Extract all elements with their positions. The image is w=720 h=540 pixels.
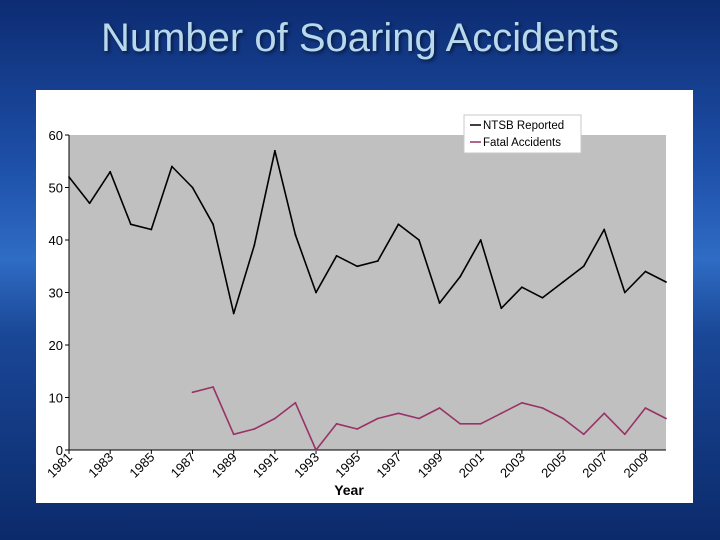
data-point-ntsb-reported [294,233,297,236]
x-tick-label: 2003 [497,450,528,481]
data-point-fatal-accidents [212,386,215,388]
y-tick-label: 0 [56,443,63,458]
data-point-ntsb-reported [623,291,626,294]
x-tick-label: 1989 [209,450,240,481]
series-line-fatal-accidents [192,386,667,451]
data-point-fatal-accidents [273,417,276,420]
data-point-fatal-accidents [562,417,564,420]
chart-panel: 0 10 20 30 40 50 60 1981 1983 1985 1987 1989 1991 19… [36,90,693,503]
data-point-ntsb-reported [335,254,338,257]
data-point-ntsb-reported [232,312,235,315]
data-point-fatal-accidents [418,417,420,420]
data-point-ntsb-reported [129,223,132,226]
x-tick-label: 2007 [579,450,610,481]
data-point-ntsb-reported [88,202,91,205]
data-point-ntsb-reported [109,170,112,173]
data-point-fatal-accidents [623,433,626,436]
series-line-ntsb-reported [68,149,667,315]
data-point-fatal-accidents [191,391,194,394]
x-tick-label: 1981 [44,450,75,481]
data-point-fatal-accidents [459,422,462,425]
x-tick-label: 1987 [168,450,199,481]
data-point-ntsb-reported [644,270,647,273]
x-tick-label: 1995 [332,450,363,481]
data-point-fatal-accidents [335,422,338,425]
legend-label-ntsb-reported: NTSB Reported [483,120,564,132]
data-point-ntsb-reported [520,286,523,289]
data-point-ntsb-reported [665,281,667,283]
data-point-ntsb-reported [500,307,503,310]
data-point-ntsb-reported [418,239,420,241]
y-tick-label: 30 [49,286,63,301]
data-point-ntsb-reported [212,223,215,226]
legend-box [463,114,582,154]
data-point-fatal-accidents [397,412,400,415]
data-point-ntsb-reported [315,291,317,294]
y-tick-label: 50 [49,181,63,196]
y-axis-ticks: 0 10 20 30 40 50 60 [49,128,69,458]
data-point-ntsb-reported [356,265,359,268]
x-tick-label: 1999 [415,450,446,481]
data-point-ntsb-reported [438,302,441,304]
x-tick-label: 1985 [126,450,157,481]
data-point-fatal-accidents [315,449,317,451]
data-point-fatal-accidents [520,401,523,404]
data-point-ntsb-reported [150,228,153,231]
data-point-ntsb-reported [603,228,606,231]
x-tick-label: 2005 [538,450,569,481]
data-point-fatal-accidents [253,428,256,430]
data-point-fatal-accidents [582,433,585,436]
slide-title: Number of Soaring Accidents [100,16,620,60]
plot-area [69,135,666,450]
data-point-ntsb-reported [171,165,173,168]
data-point-ntsb-reported [253,244,256,247]
y-tick-label: 40 [49,233,63,248]
x-tick-label: 2001 [456,450,487,481]
x-tick-label: 1983 [85,450,116,481]
data-point-fatal-accidents [644,407,647,409]
data-point-ntsb-reported [376,260,379,262]
y-tick-label: 10 [49,391,63,406]
data-point-ntsb-reported [582,265,585,268]
data-point-ntsb-reported [191,186,194,189]
x-tick-label: 1993 [291,450,322,481]
data-point-fatal-accidents [232,433,235,436]
legend-label-fatal-accidents: Fatal Accidents [483,137,561,149]
data-point-fatal-accidents [479,422,482,425]
data-point-ntsb-reported [459,275,462,278]
data-point-fatal-accidents [665,417,667,420]
x-axis-title: Year [334,482,364,498]
data-point-fatal-accidents [376,417,379,420]
data-point-ntsb-reported [479,239,482,241]
data-point-ntsb-reported [397,223,400,226]
data-point-ntsb-reported [562,281,564,283]
x-axis-ticks: 1981 1983 1985 1987 1989 1991 1993 1995 1997 1999… [44,450,651,481]
data-point-fatal-accidents [603,412,606,415]
y-tick-label: 60 [49,128,63,143]
data-point-fatal-accidents [541,407,544,409]
data-point-ntsb-reported [541,296,544,299]
data-point-fatal-accidents [438,407,441,409]
series-layer [68,149,667,451]
data-point-fatal-accidents [500,412,503,415]
legend: NTSB Reported Fatal Accidents [463,114,582,154]
data-point-ntsb-reported [68,176,70,178]
data-point-fatal-accidents [294,401,297,404]
data-point-fatal-accidents [356,428,359,430]
x-tick-label: 2009 [620,450,651,481]
y-tick-label: 20 [49,338,63,353]
x-tick-label: 1991 [250,450,281,481]
x-tick-label: 1997 [373,450,404,481]
data-point-ntsb-reported [273,149,276,152]
